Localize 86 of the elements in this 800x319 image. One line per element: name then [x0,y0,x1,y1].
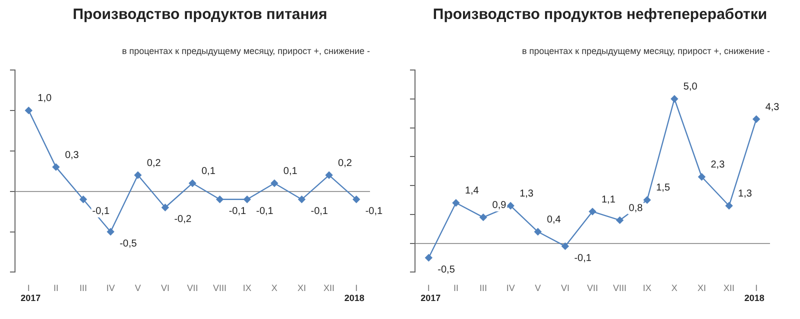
point [162,204,169,212]
x-tick-label: VI [560,283,570,294]
x-tick-label: VIII [613,283,627,294]
data-label: -0,1 [92,206,110,218]
x-tick-label: XII [724,283,735,294]
point [670,95,678,102]
data-label: 1,3 [520,188,534,200]
data-label: 0,3 [64,150,80,161]
point [452,199,460,206]
data-label: 0,2 [146,158,162,169]
x-tick-label: II [453,283,458,294]
point [562,242,569,250]
data-label: 1,0 [38,93,52,104]
x-tick-label: IV [506,283,515,294]
point [52,163,60,171]
point [298,196,306,204]
point [425,254,432,262]
x-tick-label: I [755,283,758,294]
point [244,196,251,204]
x-tick-label: VI [160,283,170,294]
point [270,180,278,187]
x-tick-label: X [671,283,678,294]
point [325,172,333,179]
x-tick-label: I [427,283,430,294]
chart-subtitle: в процентах к предыдущему месяцу, прирост +, снижение - [122,46,370,56]
chart-subtitle: в процентах к предыдущему месяцу, прирост +, снижение - [522,46,770,56]
data-label: -0,5 [438,264,456,276]
chart-title: Производство продуктов питания [72,6,328,23]
data-label: -0,1 [256,206,274,218]
x-tick-label: V [534,283,541,294]
point [588,208,596,216]
x-tick-label: X [271,283,278,294]
data-label: 2,3 [710,160,726,171]
x-tick-label: III [480,283,488,294]
data-label: 1,3 [738,188,752,200]
data-label: 0,8 [628,202,644,214]
data-label: -0,1 [574,252,592,264]
x-tick-label: XI [697,283,706,294]
data-label: 0,1 [202,166,216,177]
data-label: 4,3 [765,102,780,113]
point [106,228,114,236]
x-tick-label: II [53,283,58,294]
point [480,214,487,221]
data-label: 1,5 [656,182,670,194]
point [80,196,87,204]
data-label: -0,2 [174,214,192,226]
text: 2017 [20,293,41,304]
x-tick-label: VII [186,283,198,294]
data-label: 1,1 [602,194,616,206]
data-label: -0,5 [120,238,138,250]
point [134,172,142,179]
point [698,173,706,180]
point [534,228,542,236]
x-tick-label: XI [297,283,306,294]
data-label: -0,1 [228,206,246,218]
x-tick-label: IV [106,283,115,294]
data-label: 5,0 [683,82,698,93]
point [616,216,624,224]
x-tick-label: VIII [213,283,227,294]
text: 2017 [420,293,441,304]
x-tick-label: I [27,283,30,294]
chart-title: Производство продуктов нефтепереработки [432,6,768,23]
text: 2018 [344,293,364,304]
data-label: 0,1 [283,166,298,177]
point [644,196,651,204]
point [216,196,224,204]
point [188,180,196,187]
x-tick-label: IX [642,283,652,294]
point [725,202,733,210]
data-label: -0,1 [310,206,328,218]
x-tick-label: III [80,283,88,294]
data-label: 1,4 [464,186,480,197]
x-tick-label: V [134,283,141,294]
x-tick-label: VII [586,283,598,294]
point [352,196,360,204]
point [25,106,32,114]
point [506,202,514,210]
data-label: 0,9 [492,200,507,212]
x-tick-label: XII [324,283,335,294]
data-label: 0,4 [546,214,562,226]
data-label: 0,2 [338,158,352,169]
data-label: -0,1 [365,206,384,218]
text: 2018 [744,293,764,304]
x-tick-label: IX [242,283,252,294]
x-tick-label: I [355,283,358,294]
point [752,116,760,123]
